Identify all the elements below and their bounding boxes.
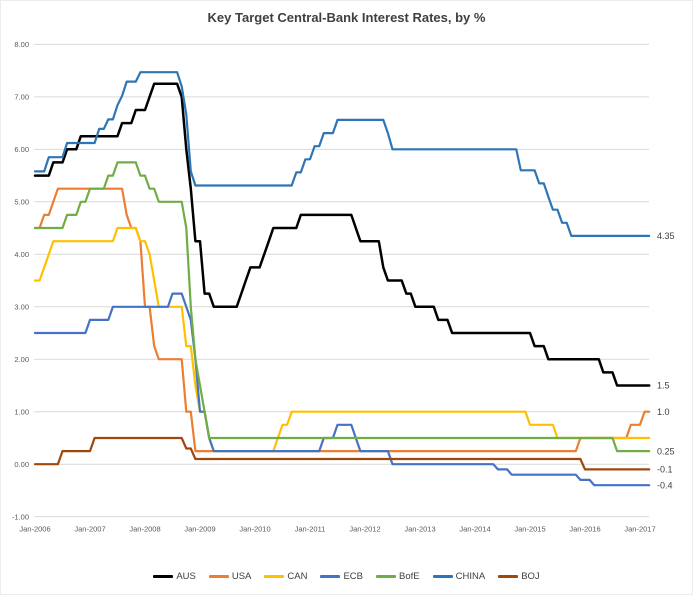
y-tick-label: 1.00 <box>14 407 29 416</box>
series-line-CHINA <box>33 71 651 237</box>
legend-item-BOJ: BOJ <box>498 570 540 582</box>
x-tick-label: Jan-2010 <box>239 525 270 534</box>
series-line-ECB <box>33 292 651 487</box>
legend-swatch-CHINA <box>432 574 453 578</box>
x-tick-label: Jan-2007 <box>74 525 105 534</box>
legend-swatch-AUS <box>153 574 174 578</box>
y-tick-label: -1.00 <box>12 512 29 521</box>
legend-label: CHINA <box>455 570 486 582</box>
x-tick-label: Jan-2012 <box>349 525 380 534</box>
x-tick-label: Jan-2013 <box>404 525 435 534</box>
y-tick-label: 2.00 <box>14 355 29 364</box>
series-end-label: 1.0 <box>657 407 670 417</box>
legend-swatch-BOJ <box>498 574 519 578</box>
legend-label: CAN <box>287 570 308 582</box>
chart-title: Key Target Central-Bank Interest Rates, … <box>207 10 486 25</box>
y-tick-label: 4.00 <box>14 250 29 259</box>
x-tick-label: Jan-2016 <box>569 525 600 534</box>
series-end-label: 0.25 <box>657 446 675 456</box>
legend-item-AUS: AUS <box>153 571 196 582</box>
legend-swatch-BofE <box>376 574 397 578</box>
series-end-label: -0.4 <box>657 480 673 490</box>
legend-swatch-ECB <box>320 574 341 578</box>
series-line-AUS <box>33 82 651 387</box>
series-line-CAN <box>33 226 651 453</box>
legend-label: ECB <box>343 570 364 582</box>
series-line-BofE <box>33 161 651 453</box>
x-tick-label: Jan-2009 <box>184 525 215 534</box>
y-tick-label: 6.00 <box>14 145 29 154</box>
x-tick-label: Jan-2008 <box>129 525 160 534</box>
series-end-label: -0.1 <box>657 465 673 475</box>
legend: AUS USA CAN ECB BofE CHINA BOJ <box>1 567 692 585</box>
legend-label: BofE <box>399 570 420 582</box>
y-tick-label: 8.00 <box>14 40 29 49</box>
legend-item-BofE: BofE <box>376 571 420 582</box>
series-end-label: 4.35 <box>657 231 675 241</box>
x-tick-label: Jan-2015 <box>514 525 545 534</box>
x-tick-label: Jan-2017 <box>624 525 655 534</box>
y-tick-label: 0.00 <box>14 460 29 469</box>
y-tick-label: 5.00 <box>14 198 29 207</box>
y-tick-label: 3.00 <box>14 302 29 311</box>
y-tick-label: 7.00 <box>14 93 29 102</box>
legend-label: BOJ <box>521 570 540 582</box>
series-line-BOJ <box>33 436 651 471</box>
x-tick-label: Jan-2014 <box>459 525 490 534</box>
legend-item-USA: USA <box>208 570 252 582</box>
x-tick-label: Jan-2011 <box>295 525 326 534</box>
legend-label: AUS <box>176 570 196 582</box>
legend-item-CAN: CAN <box>264 571 307 582</box>
legend-swatch-USA <box>208 574 229 578</box>
series-end-label: 1.5 <box>657 381 670 391</box>
legend-swatch-CAN <box>264 574 285 578</box>
x-tick-label: Jan-2006 <box>19 525 50 534</box>
legend-item-ECB: ECB <box>320 571 363 582</box>
legend-label: USA <box>231 570 252 582</box>
legend-item-CHINA: CHINA <box>432 570 486 582</box>
